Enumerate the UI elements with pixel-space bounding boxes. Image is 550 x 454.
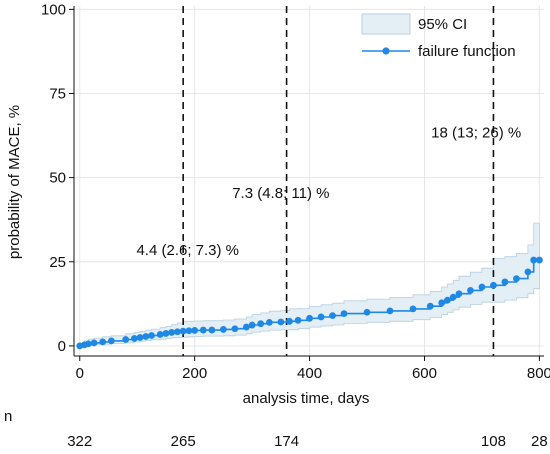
data-point <box>455 290 463 298</box>
legend-ci-swatch <box>361 13 411 35</box>
y-axis-label: probability of MACE, % <box>6 105 23 259</box>
x-tick-label: 200 <box>182 365 207 382</box>
data-point <box>168 329 176 336</box>
data-point <box>478 283 486 291</box>
data-point <box>329 312 336 320</box>
risk-count: 322 <box>67 433 92 450</box>
x-axis-label: analysis time, days <box>243 390 370 407</box>
data-point <box>449 293 457 301</box>
annotation-label: 7.3 (4.8; 11) % <box>232 185 329 202</box>
data-point <box>409 305 417 313</box>
data-point <box>142 333 150 340</box>
annotation-label: 18 (13; 26) % <box>431 124 521 141</box>
data-point <box>174 328 181 336</box>
risk-count: 28 <box>531 433 548 450</box>
data-point <box>179 327 187 335</box>
data-point <box>231 325 239 333</box>
failure-function-points <box>76 256 543 350</box>
y-tick-label: 25 <box>49 254 66 271</box>
data-point <box>490 281 497 289</box>
data-point <box>317 313 325 321</box>
y-tick-label: 75 <box>49 86 66 103</box>
data-point <box>386 307 394 315</box>
grid <box>74 6 544 356</box>
data-point <box>156 331 164 338</box>
x-tick-label: 0 <box>76 365 84 382</box>
risk-table-label: n <box>4 408 12 425</box>
legend-ci-label: 95% CI <box>418 16 467 33</box>
legend-line-label: failure function <box>418 43 516 60</box>
risk-count: 108 <box>481 433 506 450</box>
data-point <box>501 278 509 286</box>
risk-table: 322 265 174 108 28 <box>67 433 548 450</box>
ci-band <box>79 222 540 347</box>
data-point <box>136 334 144 341</box>
data-point <box>286 317 293 325</box>
legend: 95% CI failure function <box>361 13 516 60</box>
reference-lines <box>182 6 495 356</box>
data-point <box>208 326 216 334</box>
data-point <box>90 339 98 347</box>
data-point <box>277 318 285 326</box>
data-point <box>248 321 256 329</box>
data-point <box>467 286 474 294</box>
data-point <box>530 256 538 264</box>
data-point <box>438 299 446 307</box>
y-tick-label: 0 <box>58 338 66 355</box>
data-point <box>294 316 302 324</box>
x-tick-label: 800 <box>527 365 550 382</box>
data-point <box>122 336 130 343</box>
data-point <box>524 268 532 276</box>
data-point <box>444 296 451 304</box>
legend-line-marker <box>382 47 390 55</box>
y-tick-label: 100 <box>41 1 66 18</box>
data-point <box>162 330 170 337</box>
y-tick-label: 50 <box>49 170 66 187</box>
axes: 0 25 50 75 100 0 200 400 600 800 <box>41 1 550 382</box>
confidence-band <box>79 222 540 347</box>
data-point <box>185 327 193 335</box>
data-point <box>148 332 155 339</box>
x-tick-label: 600 <box>412 365 437 382</box>
x-tick-label: 400 <box>297 365 322 382</box>
annotations: 4.4 (2.6; 7.3) % 7.3 (4.8; 11) % 18 (13; 2… <box>136 124 521 259</box>
data-point <box>363 308 371 316</box>
data-point <box>199 326 207 334</box>
data-point <box>536 256 543 264</box>
data-point <box>426 302 434 310</box>
data-point <box>242 323 250 331</box>
data-point <box>306 314 313 322</box>
data-point <box>219 326 227 333</box>
data-point <box>513 275 520 282</box>
data-point <box>84 340 92 348</box>
data-point <box>130 335 138 342</box>
data-point <box>99 338 107 346</box>
data-point <box>265 318 273 326</box>
risk-count: 174 <box>274 433 299 450</box>
data-point <box>107 337 115 345</box>
annotation-label: 4.4 (2.6; 7.3) % <box>136 242 239 259</box>
data-point <box>191 327 199 334</box>
risk-count: 265 <box>171 433 196 450</box>
data-point <box>340 310 348 317</box>
data-point <box>257 320 265 328</box>
